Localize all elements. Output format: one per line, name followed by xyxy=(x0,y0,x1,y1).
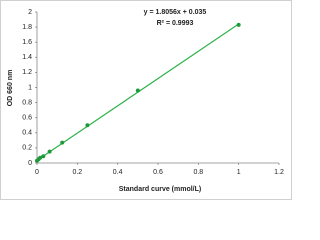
x-tick-label: 0.8 xyxy=(193,169,203,176)
data-point xyxy=(38,155,43,160)
y-tick-label: 1.8 xyxy=(22,24,32,31)
x-axis-label: Standard curve (mmol/L) xyxy=(119,186,201,193)
y-tick-label: 1 xyxy=(28,84,32,91)
y-tick-label: 0 xyxy=(28,160,32,167)
y-tick-label: 0.8 xyxy=(22,99,32,106)
x-tick-label: 0.2 xyxy=(72,169,82,176)
y-tick-label: 2 xyxy=(28,9,32,16)
chart-border xyxy=(0,0,292,200)
y-tick-label: 0.2 xyxy=(22,145,32,152)
x-tick-label: 0.4 xyxy=(113,169,123,176)
y-tick-label: 1.2 xyxy=(22,69,32,76)
data-point xyxy=(135,88,140,93)
y-axis-label: OD 660 nm xyxy=(7,70,14,107)
x-tick-label: 0 xyxy=(35,169,39,176)
x-tick-label: 1 xyxy=(237,169,241,176)
y-tick-label: 1.6 xyxy=(22,39,32,46)
data-point xyxy=(236,22,241,27)
equation: y = 1.8056x + 0.035 xyxy=(144,9,207,16)
data-point xyxy=(41,154,46,159)
data-point xyxy=(60,140,65,145)
y-tick-label: 0.4 xyxy=(22,130,32,137)
x-tick-label: 0.6 xyxy=(153,169,163,176)
data-point xyxy=(47,149,52,154)
r-squared: R² = 0.9993 xyxy=(157,20,194,27)
x-tick-label: 1.2 xyxy=(274,169,284,176)
chart: Standard curve (mmol/L) OD 660 nm y = 1.… xyxy=(0,0,292,200)
y-tick-label: 0.6 xyxy=(22,115,32,122)
y-tick-label: 1.4 xyxy=(22,54,32,61)
data-point xyxy=(85,123,90,128)
